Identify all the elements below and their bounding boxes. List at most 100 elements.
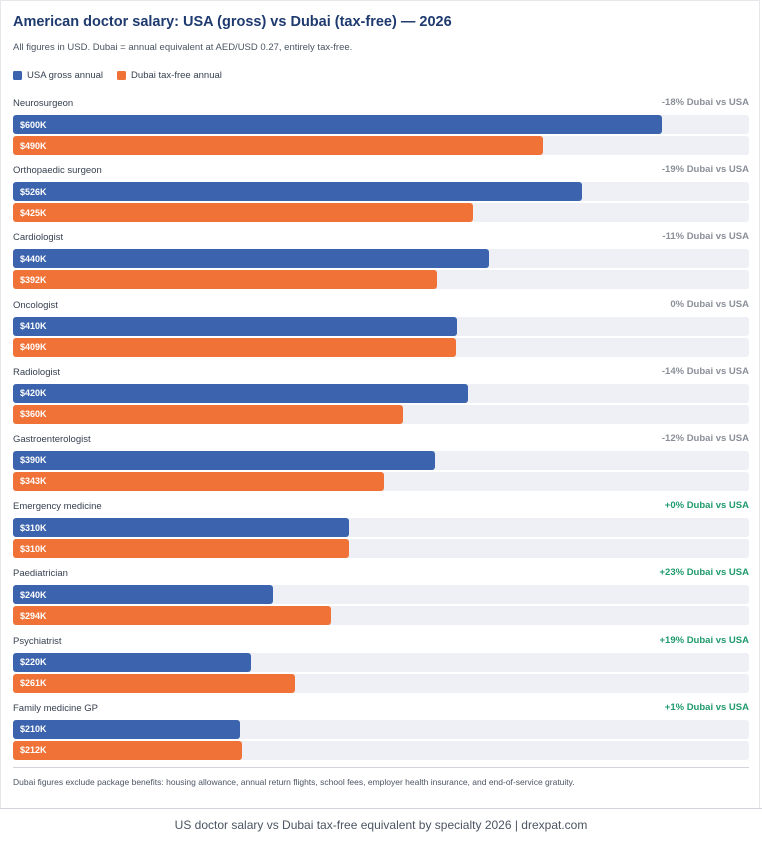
delta-annotation: +23% Dubai vs USA <box>659 567 750 579</box>
legend-item-dubai: Dubai tax-free annual <box>117 70 222 81</box>
bar-track: $526K <box>13 182 749 202</box>
legend-label-dubai: Dubai tax-free annual <box>131 70 222 81</box>
bar-row: Family medicine GP +1% Dubai vs USA $210K $… <box>13 701 749 768</box>
legend-label-usa: USA gross annual <box>27 70 104 81</box>
bar-track: $425K <box>13 203 749 223</box>
chart-footnote: Dubai figures exclude package benefits: … <box>13 777 575 787</box>
bar-row: Oncologist 0% Dubai vs USA $410K $409K <box>13 298 749 365</box>
bar-value-label: $392K <box>20 274 47 285</box>
bar-usa: $420K <box>13 383 468 403</box>
bar-value-label: $310K <box>20 522 47 533</box>
bar-track: $210K <box>13 719 749 739</box>
bar-dubai: $343K <box>13 471 385 491</box>
footnote-divider <box>13 767 749 768</box>
bar-value-label: $425K <box>20 207 47 218</box>
bar-dubai: $490K <box>13 136 544 155</box>
chart-title: American doctor salary: USA (gross) vs D… <box>13 14 452 30</box>
bar-track: $409K <box>13 337 749 357</box>
bar-track: $212K <box>13 740 749 760</box>
bar-value-label: $440K <box>20 253 47 264</box>
bar-usa: $440K <box>13 249 490 269</box>
bar-track: $294K <box>13 606 749 626</box>
bar-value-label: $360K <box>20 409 47 420</box>
bar-value-label: $294K <box>20 610 47 621</box>
delta-annotation: 0% Dubai vs USA <box>670 298 749 310</box>
bar-dubai: $294K <box>13 606 332 626</box>
delta-annotation: -14% Dubai vs USA <box>661 365 749 377</box>
bar-track: $360K <box>13 404 749 424</box>
bar-value-label: $526K <box>20 186 47 197</box>
bar-row: Paediatrician +23% Dubai vs USA $240K $294K <box>13 566 749 633</box>
bar-value-label: $410K <box>20 321 47 332</box>
category-label: Family medicine GP <box>13 702 98 714</box>
bar-value-label: $261K <box>20 678 47 688</box>
bar-row: Cardiologist -11% Dubai vs USA $440K $392K <box>13 230 749 297</box>
bar-value-label: $220K <box>20 657 47 667</box>
category-label: Emergency medicine <box>13 501 102 513</box>
category-label: Radiologist <box>13 366 60 378</box>
bar-value-label: $310K <box>20 543 47 554</box>
bar-track: $310K <box>13 539 749 559</box>
legend-swatch-usa <box>13 71 22 80</box>
category-label: Oncologist <box>13 299 58 311</box>
page-caption: US doctor salary vs Dubai tax-free equiv… <box>174 818 588 832</box>
bar-value-label: $420K <box>20 388 47 399</box>
chart-legend: USA gross annual Dubai tax-free annual <box>13 70 222 81</box>
bar-track: $343K <box>13 471 749 491</box>
bar-track: $490K <box>13 136 749 155</box>
bar-usa: $390K <box>13 450 436 470</box>
bar-value-label: $212K <box>20 745 47 756</box>
category-label: Neurosurgeon <box>13 98 74 109</box>
bar-dubai: $392K <box>13 270 438 290</box>
bar-usa: $600K <box>13 115 663 134</box>
bar-row: Radiologist -14% Dubai vs USA $420K $360K <box>13 365 749 432</box>
legend-item-usa: USA gross annual <box>13 70 103 81</box>
bar-usa: $240K <box>13 585 273 605</box>
bar-value-label: $210K <box>20 724 47 735</box>
bar-row: Psychiatrist +19% Dubai vs USA $220K $261K <box>13 634 749 701</box>
bar-track: $390K <box>13 450 749 470</box>
caption-divider <box>0 808 762 809</box>
category-label: Cardiologist <box>13 232 64 244</box>
bar-track: $420K <box>13 383 749 403</box>
bar-dubai: $310K <box>13 539 349 559</box>
delta-annotation: -19% Dubai vs USA <box>661 164 749 176</box>
delta-annotation: +19% Dubai vs USA <box>659 634 750 646</box>
bar-row: Neurosurgeon -18% Dubai vs USA $600K $490K <box>13 96 749 163</box>
legend-swatch-dubai <box>117 71 127 80</box>
bar-dubai: $409K <box>13 337 456 357</box>
bar-track: $600K <box>13 115 749 134</box>
bar-usa: $210K <box>13 719 241 739</box>
bar-dubai: $360K <box>13 404 403 424</box>
bar-track: $410K <box>13 316 749 336</box>
bar-track: $392K <box>13 270 749 290</box>
bar-usa: $410K <box>13 316 457 336</box>
bar-track: $310K <box>13 518 749 538</box>
bar-dubai: $261K <box>13 673 296 693</box>
chart-card: American doctor salary: USA (gross) vs D… <box>0 0 760 808</box>
bar-value-label: $343K <box>20 476 47 487</box>
category-label: Psychiatrist <box>13 635 62 647</box>
bar-value-label: $490K <box>20 140 47 151</box>
bar-value-label: $409K <box>20 342 47 353</box>
bar-row: Gastroenterologist -12% Dubai vs USA $390K… <box>13 432 749 499</box>
bar-track: $220K <box>13 652 749 672</box>
delta-annotation: +1% Dubai vs USA <box>664 701 749 713</box>
bar-usa: $310K <box>13 518 349 538</box>
bar-row: Emergency medicine +0% Dubai vs USA $310K $… <box>13 499 749 566</box>
bar-usa: $220K <box>13 652 252 672</box>
delta-annotation: -18% Dubai vs USA <box>661 97 749 108</box>
category-label: Gastroenterologist <box>13 433 91 445</box>
bar-row: Orthopaedic surgeon -19% Dubai vs USA $526… <box>13 163 749 230</box>
delta-annotation: -12% Dubai vs USA <box>661 432 749 444</box>
bar-rows: Neurosurgeon -18% Dubai vs USA $600K $490K O… <box>13 96 749 768</box>
delta-annotation: -11% Dubai vs USA <box>662 231 749 243</box>
bar-value-label: $240K <box>20 589 47 600</box>
bar-track: $261K <box>13 673 749 693</box>
bar-dubai: $425K <box>13 203 473 223</box>
bar-value-label: $600K <box>20 119 47 130</box>
bar-dubai: $212K <box>13 740 243 760</box>
bar-usa: $526K <box>13 182 583 202</box>
chart-subtitle: All figures in USD. Dubai = annual equiv… <box>13 42 353 53</box>
category-label: Orthopaedic surgeon <box>13 165 102 177</box>
